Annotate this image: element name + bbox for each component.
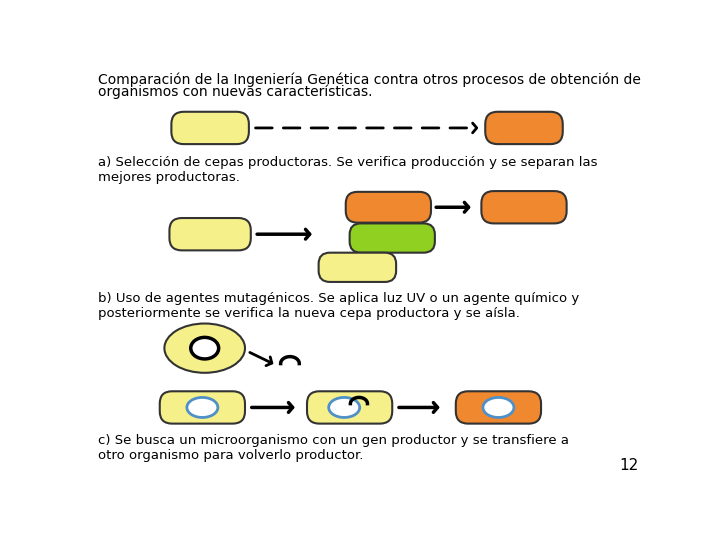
- FancyBboxPatch shape: [482, 191, 567, 224]
- Ellipse shape: [164, 323, 245, 373]
- Text: 12: 12: [619, 458, 639, 473]
- FancyBboxPatch shape: [346, 192, 431, 222]
- Ellipse shape: [483, 397, 514, 417]
- FancyBboxPatch shape: [169, 218, 251, 251]
- Text: organismos con nuevas características.: organismos con nuevas características.: [98, 84, 372, 98]
- FancyBboxPatch shape: [307, 392, 392, 423]
- Text: a) Selección de cepas productoras. Se verifica producción y se separan las
mejor: a) Selección de cepas productoras. Se ve…: [98, 156, 598, 184]
- FancyBboxPatch shape: [160, 392, 245, 423]
- Ellipse shape: [329, 397, 360, 417]
- FancyBboxPatch shape: [456, 392, 541, 423]
- Text: c) Se busca un microorganismo con un gen productor y se transfiere a
otro organi: c) Se busca un microorganismo con un gen…: [98, 434, 569, 462]
- Ellipse shape: [191, 338, 219, 359]
- FancyBboxPatch shape: [171, 112, 249, 144]
- Text: b) Uso de agentes mutagénicos. Se aplica luz UV o un agente químico y
posteriorm: b) Uso de agentes mutagénicos. Se aplica…: [98, 292, 579, 320]
- Ellipse shape: [187, 397, 218, 417]
- Text: Comparación de la Ingeniería Genética contra otros procesos de obtención de: Comparación de la Ingeniería Genética co…: [98, 72, 641, 87]
- FancyBboxPatch shape: [319, 253, 396, 282]
- FancyBboxPatch shape: [485, 112, 563, 144]
- FancyBboxPatch shape: [350, 224, 435, 253]
